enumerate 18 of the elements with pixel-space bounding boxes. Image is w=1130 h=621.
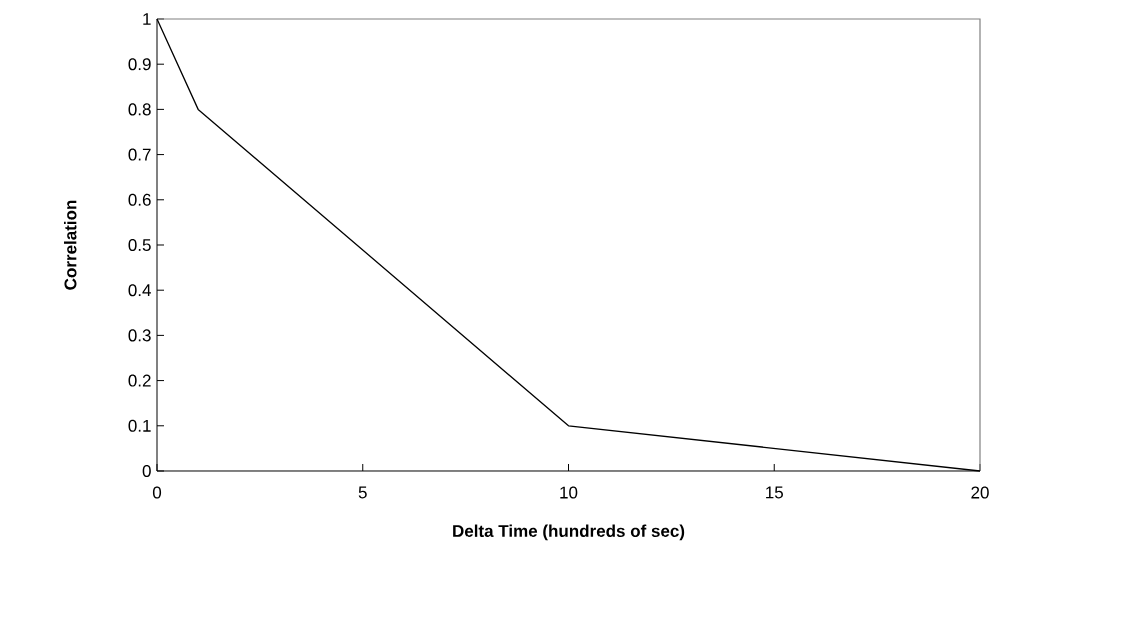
y-axis-title: Correlation <box>64 200 77 290</box>
y-tick-label: 0.9 <box>128 58 151 71</box>
y-tick-label: 0.3 <box>128 329 151 342</box>
x-axis-title: Delta Time (hundreds of sec) <box>453 524 685 541</box>
y-tick-label: 0.6 <box>128 193 151 206</box>
x-tick-label: 20 <box>971 486 989 499</box>
y-tick-label: 0.1 <box>128 419 151 432</box>
y-tick-label: 0.7 <box>128 148 151 161</box>
y-tick-label: 0.2 <box>128 374 151 387</box>
x-tick-label: 15 <box>766 486 783 499</box>
x-tick-label: 0 <box>152 486 162 499</box>
y-tick-label: 0.8 <box>128 103 151 116</box>
x-tick-label: 10 <box>560 486 578 499</box>
y-tick-label: 1 <box>143 13 151 25</box>
y-tick-label: 0.4 <box>128 284 151 297</box>
x-tick-label: 5 <box>358 486 367 499</box>
y-tick-label: 0.5 <box>128 238 151 252</box>
y-tick-label: 0 <box>142 464 151 478</box>
